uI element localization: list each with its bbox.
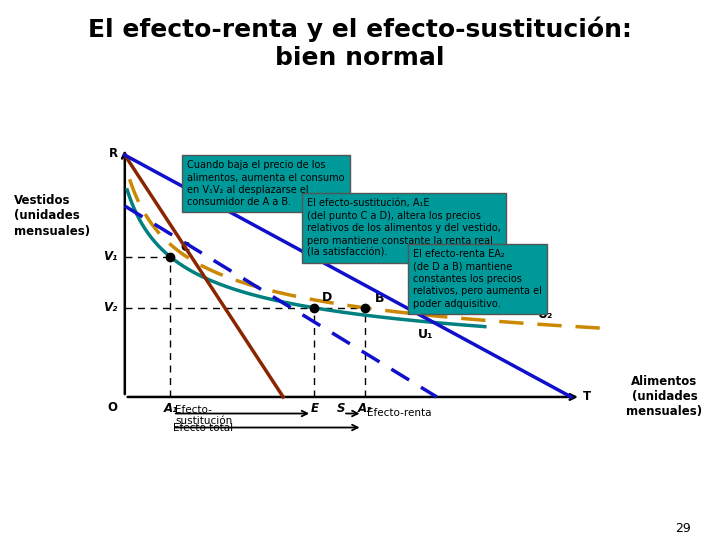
Text: V₂: V₂ [104,301,117,314]
Text: El efecto-sustitución, A₁E
(del punto C a D), altera los precios
relativos de lo: El efecto-sustitución, A₁E (del punto C … [307,198,501,258]
Text: C: C [180,241,189,254]
Text: El efecto-renta y el efecto-sustitución:
bien normal: El efecto-renta y el efecto-sustitución:… [88,16,632,70]
Text: E: E [310,402,318,415]
Text: V₁: V₁ [104,251,117,264]
Text: B: B [374,292,384,305]
Text: Vestidos
(unidades
mensuales): Vestidos (unidades mensuales) [14,194,91,238]
Text: U₂: U₂ [538,308,553,321]
Text: T: T [583,390,591,403]
Text: Alimentos
(unidades
mensuales): Alimentos (unidades mensuales) [626,375,703,418]
Text: R: R [109,147,117,160]
Text: A₂: A₂ [358,402,372,415]
Text: Cuando baja el precio de los
alimentos, aumenta el consumo
en V₁V₂ al desplazars: Cuando baja el precio de los alimentos, … [187,160,345,207]
Text: Efecto-
sustitución: Efecto- sustitución [175,404,233,426]
Text: El efecto-renta EA₂
(de D a B) mantiene
constantes los precios
relativos, pero a: El efecto-renta EA₂ (de D a B) mantiene … [413,249,541,309]
Text: S: S [336,402,345,415]
Text: Efecto-renta: Efecto-renta [367,408,432,418]
Text: U₁: U₁ [418,328,433,341]
Text: A₁: A₁ [163,402,178,415]
Text: 29: 29 [675,522,691,535]
Text: O: O [107,401,117,414]
Text: Efecto total: Efecto total [173,423,233,433]
Text: D: D [322,291,332,304]
